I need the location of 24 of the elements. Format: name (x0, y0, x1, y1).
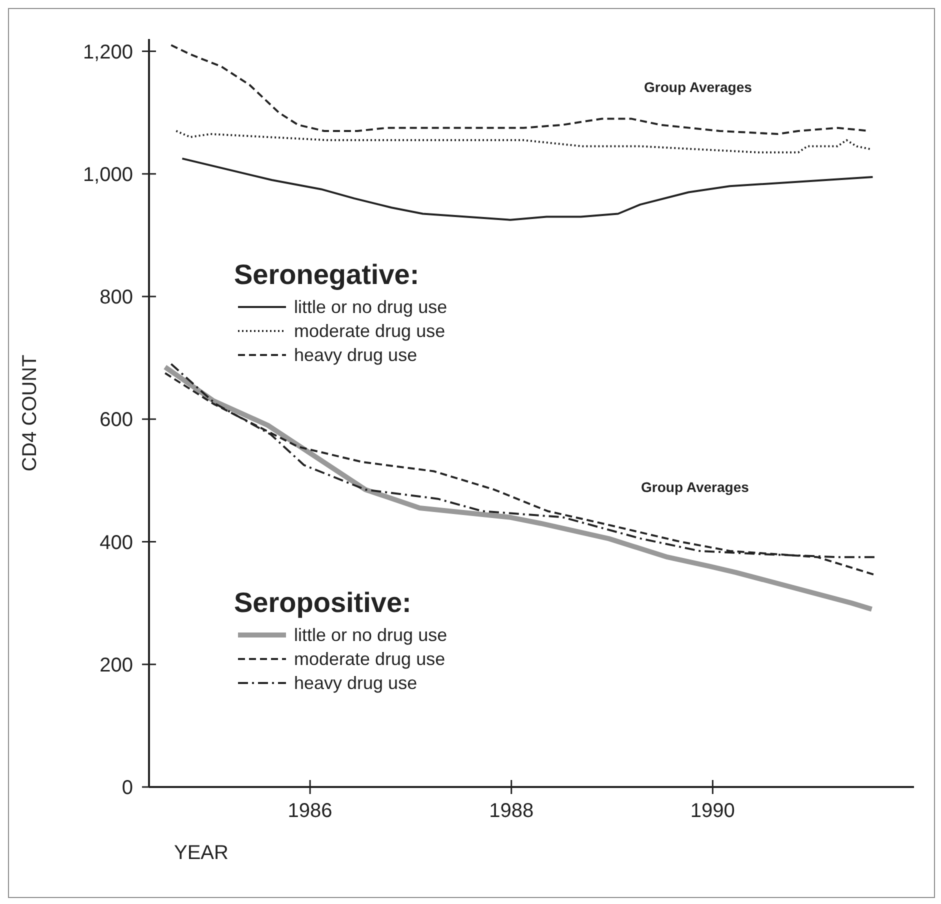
legend-label: moderate drug use (294, 320, 446, 342)
x-axis-title: YEAR (174, 842, 228, 865)
y-axis-title: CD4 COUNT (19, 354, 42, 472)
annotation: Seropositive: (234, 587, 412, 619)
line-series (175, 130, 873, 154)
legend-label: moderate drug use (294, 648, 446, 670)
line-series (181, 158, 874, 221)
annotation: Group Averages (641, 479, 749, 495)
y-tick-label: 800 (100, 286, 133, 309)
y-tick-label: 400 (100, 532, 133, 554)
legend-label: heavy drug use (294, 344, 418, 366)
legend-label: little or no drug use (294, 624, 448, 646)
annotation: Seronegative: (234, 259, 420, 291)
y-tick-label: 1,000 (82, 164, 133, 186)
y-tick-label: 0 (122, 777, 133, 800)
x-tick-label: 1990 (690, 800, 735, 822)
legend-label: little or no drug use (294, 296, 448, 318)
x-tick-label: 1986 (288, 800, 332, 822)
y-tick-label: 600 (100, 409, 133, 432)
annotation: Group Averages (644, 79, 752, 95)
y-tick-label: 200 (100, 654, 133, 676)
legend-label: heavy drug use (294, 672, 418, 694)
y-tick-label: 1,200 (82, 41, 133, 64)
x-tick-label: 1988 (489, 800, 534, 822)
